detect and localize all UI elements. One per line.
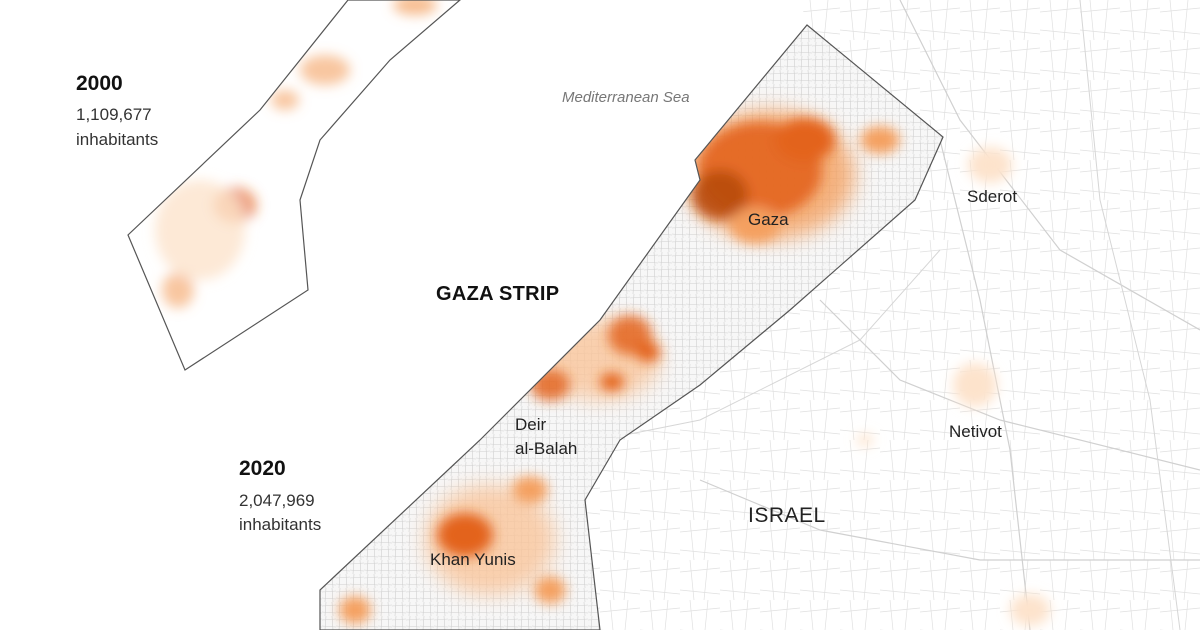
city-label-deir-line1: Deir [515,415,547,434]
israel-towns [857,147,1050,626]
population-2000-value: 1,109,677 [76,105,152,124]
country-label: ISRAEL [748,504,826,527]
year-2000-label: 2000 [76,72,123,95]
city-label-deir-line2: al-Balah [515,439,578,458]
city-label-khan-yunis: Khan Yunis [430,550,516,569]
sea-area [0,0,807,630]
sea-label: Mediterranean Sea [562,89,690,106]
city-label-gaza: Gaza [748,210,789,229]
city-label-sderot: Sderot [967,187,1018,206]
population-2020-value: 2,047,969 [239,491,315,510]
population-2020-unit: inhabitants [239,515,322,534]
city-label-netivot: Netivot [949,422,1002,441]
year-2020-label: 2020 [239,457,286,480]
region-label: GAZA STRIP [436,283,560,305]
gaza-strip-2000 [127,0,461,371]
population-2000-unit: inhabitants [76,130,159,149]
